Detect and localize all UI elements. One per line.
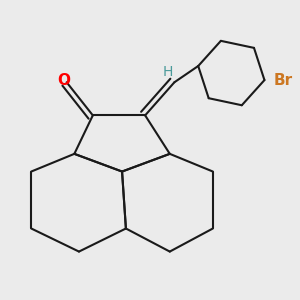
Text: H: H xyxy=(163,64,173,79)
Text: Br: Br xyxy=(274,73,293,88)
Text: O: O xyxy=(57,73,70,88)
